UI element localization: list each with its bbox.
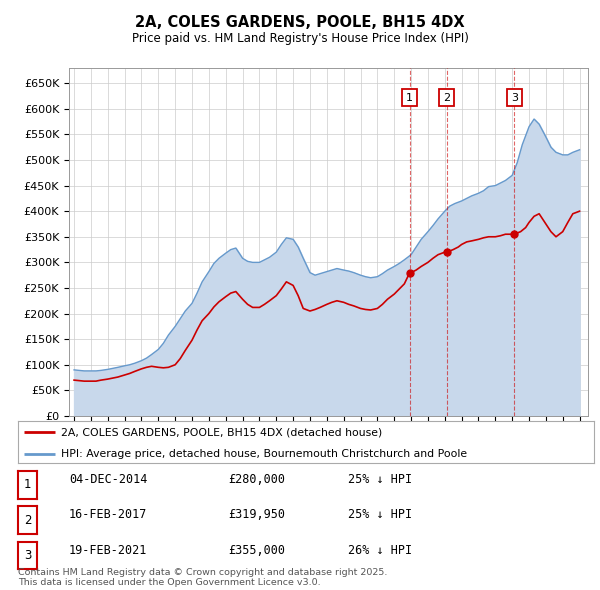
- Text: 25% ↓ HPI: 25% ↓ HPI: [348, 473, 412, 486]
- Text: 2A, COLES GARDENS, POOLE, BH15 4DX (detached house): 2A, COLES GARDENS, POOLE, BH15 4DX (deta…: [61, 427, 382, 437]
- Text: 2A, COLES GARDENS, POOLE, BH15 4DX: 2A, COLES GARDENS, POOLE, BH15 4DX: [135, 15, 465, 30]
- Text: £319,950: £319,950: [228, 508, 285, 522]
- Text: £280,000: £280,000: [228, 473, 285, 486]
- Text: 3: 3: [24, 549, 31, 562]
- Text: 3: 3: [511, 93, 518, 103]
- Text: 1: 1: [24, 478, 31, 491]
- Text: 19-FEB-2021: 19-FEB-2021: [69, 543, 148, 557]
- Text: 26% ↓ HPI: 26% ↓ HPI: [348, 543, 412, 557]
- Text: 2: 2: [24, 513, 31, 527]
- Text: 16-FEB-2017: 16-FEB-2017: [69, 508, 148, 522]
- Text: 25% ↓ HPI: 25% ↓ HPI: [348, 508, 412, 522]
- Text: £355,000: £355,000: [228, 543, 285, 557]
- Text: 2: 2: [443, 93, 451, 103]
- Text: Price paid vs. HM Land Registry's House Price Index (HPI): Price paid vs. HM Land Registry's House …: [131, 32, 469, 45]
- Text: 04-DEC-2014: 04-DEC-2014: [69, 473, 148, 486]
- Text: Contains HM Land Registry data © Crown copyright and database right 2025.
This d: Contains HM Land Registry data © Crown c…: [18, 568, 388, 587]
- Text: 1: 1: [406, 93, 413, 103]
- Text: HPI: Average price, detached house, Bournemouth Christchurch and Poole: HPI: Average price, detached house, Bour…: [61, 449, 467, 459]
